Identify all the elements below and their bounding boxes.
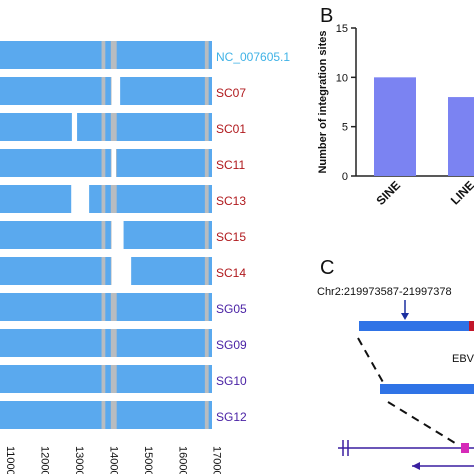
gap-region [71, 185, 90, 213]
conserved-band [110, 293, 117, 321]
conserved-band [101, 77, 106, 105]
conserved-band [110, 329, 117, 357]
track-bar-sc13 [0, 185, 212, 213]
x-tick-label: 160000 [176, 446, 188, 474]
panel-c-letter: C [320, 257, 334, 279]
conserved-band [204, 149, 209, 177]
gap-region [111, 149, 116, 177]
alignment-tracks [0, 41, 212, 429]
y-axis-ticks: 0 5 10 15 [336, 23, 356, 183]
conserved-band [204, 77, 209, 105]
dashed-connector-top [357, 337, 385, 385]
dashed-connector-bottom [387, 401, 456, 444]
conserved-band [110, 113, 117, 141]
track-bar-sc11 [0, 149, 212, 177]
track-label: NC_007605.1 [216, 50, 290, 64]
ebv-label: EBV [452, 353, 474, 365]
conserved-band [204, 257, 209, 285]
conserved-band [101, 41, 106, 69]
panel-b-letter: B [320, 5, 333, 27]
x-axis-ticks: 110000 120000 130000 140000 150000 160000 1700… [4, 446, 223, 474]
track-label: SC13 [216, 194, 246, 208]
y-tick-label: 10 [336, 72, 348, 84]
category-label: SINE [373, 178, 403, 208]
conserved-band [110, 401, 117, 429]
panel-b-bar-chart: B 0 5 10 15 SINE LINE Number of integration … [317, 5, 474, 208]
conserved-band [204, 41, 209, 69]
gap-region [111, 77, 121, 105]
track-label: SG12 [216, 410, 247, 424]
transcript-arrowhead [412, 462, 420, 470]
y-tick-label: 0 [342, 171, 348, 183]
track-bar-nc-007605-1 [0, 41, 212, 69]
conserved-band [101, 257, 106, 285]
x-tick-label: 130000 [73, 446, 85, 474]
conserved-band [110, 185, 117, 213]
conserved-band [204, 365, 209, 393]
track-label: SC11 [216, 158, 245, 172]
conserved-band [101, 365, 106, 393]
track-bar-sg12 [0, 401, 212, 429]
bar-line [448, 97, 474, 176]
bars [374, 77, 474, 176]
track-bar-sc15 [0, 221, 212, 249]
conserved-band [101, 401, 106, 429]
chromosome-coordinate-label: Chr2:219973587-21997378 [317, 286, 452, 298]
track-label: SC01 [216, 122, 246, 136]
conserved-band [204, 185, 209, 213]
x-tick-label: 140000 [107, 446, 119, 474]
ebv-bar [380, 384, 474, 394]
integration-arrowhead [401, 313, 409, 320]
category-labels: SINE LINE [373, 178, 474, 208]
category-label: LINE [448, 178, 474, 207]
x-tick-label: 120000 [38, 446, 50, 474]
track-bar-sg09 [0, 329, 212, 357]
track-label: SC15 [216, 230, 246, 244]
conserved-band [110, 365, 117, 393]
y-tick-label: 15 [336, 23, 348, 35]
integration-marker [469, 321, 474, 331]
y-axis-label: Number of integration sites [317, 30, 329, 173]
conserved-band [204, 293, 209, 321]
alignment-gaps [71, 77, 132, 285]
conserved-band [204, 329, 209, 357]
panel-c-schematic: C Chr2:219973587-21997378 EBV [317, 257, 474, 470]
track-bar-sg05 [0, 293, 212, 321]
track-label: SC14 [216, 266, 246, 280]
x-tick-label: 110000 [4, 446, 16, 474]
track-bar-sg10 [0, 365, 212, 393]
track-label: SG10 [216, 374, 247, 388]
conserved-band [101, 185, 106, 213]
conserved-band [101, 113, 106, 141]
track-bar-sc01 [0, 113, 212, 141]
conserved-band [101, 149, 106, 177]
gap-region [71, 113, 78, 141]
y-tick-label: 5 [342, 122, 348, 134]
track-labels: NC_007605.1 SC07 SC01 SC11 SC13 SC15 SC14 SG05 S… [216, 50, 290, 424]
x-tick-label: 150000 [142, 446, 154, 474]
track-bar-sc14 [0, 257, 212, 285]
gap-region [111, 257, 132, 285]
chromosome-bar-top [359, 321, 471, 331]
track-label: SG05 [216, 302, 247, 316]
conserved-band [101, 221, 106, 249]
conserved-band [110, 41, 117, 69]
conserved-band [204, 113, 209, 141]
conserved-band [101, 293, 106, 321]
gap-region [111, 221, 124, 249]
insertion-site-marker [461, 443, 469, 453]
track-label: SC07 [216, 86, 246, 100]
track-bar-sc07 [0, 77, 212, 105]
bar-sine [374, 77, 416, 176]
conserved-band [204, 401, 209, 429]
conserved-band [204, 221, 209, 249]
track-label: SG09 [216, 338, 247, 352]
x-tick-label: 170000 [211, 446, 223, 474]
panel-a-alignment: NC_007605.1 SC07 SC01 SC11 SC13 SC15 SC14 SG05 S… [0, 41, 290, 474]
conserved-band [101, 329, 106, 357]
